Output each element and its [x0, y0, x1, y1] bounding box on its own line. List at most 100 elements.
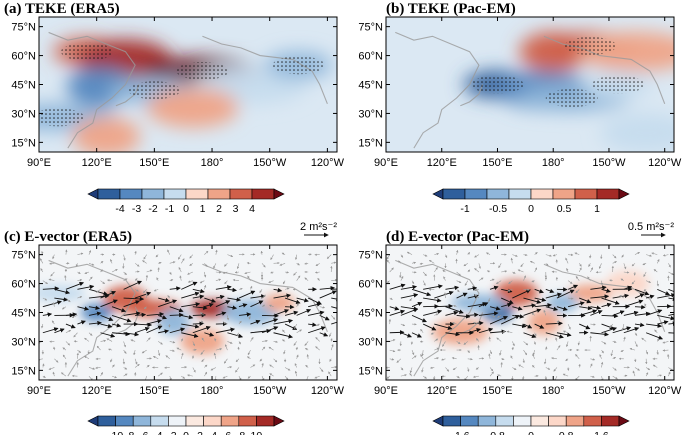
vector-arrow [60, 372, 67, 377]
vector-arrow [96, 345, 101, 351]
colorbar-min-triangle [432, 415, 444, 427]
colorbar-bin [601, 415, 620, 427]
vector-arrow [284, 367, 291, 371]
vector-arrow [467, 269, 471, 273]
colorbar-tick-label: 0.5 [557, 203, 572, 215]
vector-arrow [273, 358, 278, 363]
colorbar-bin [119, 188, 143, 200]
panel-a: (a) TEKE (ERA5) 75°N 60°N 45°N 30°N 15°N 90°E 1… [4, 1, 345, 215]
vector-arrow [133, 350, 136, 356]
vector-arrow [501, 357, 505, 361]
vector-arrow [181, 314, 194, 320]
vector-arrow [261, 326, 279, 334]
colorbar-tick-label: 2 [197, 430, 203, 435]
vector-arrow [634, 251, 640, 255]
vector-arrow [317, 277, 320, 281]
vector-arrow [306, 354, 309, 359]
vector-arrow [520, 263, 524, 268]
vector-arrow [77, 306, 90, 311]
vector-arrow [65, 281, 84, 290]
vector-arrow [565, 341, 569, 348]
vector-arrow [181, 281, 198, 290]
vector-arrow [421, 350, 424, 357]
vector-arrow [434, 313, 439, 316]
stipple-region [471, 75, 524, 94]
colorbar-bin [548, 415, 567, 427]
vector-arrow [181, 375, 186, 379]
stipple-region [61, 42, 114, 61]
colorbar-tick-label: -0.8 [487, 430, 505, 435]
colorbar-bin [251, 188, 275, 200]
vector-arrow [261, 339, 268, 343]
vector-arrow [531, 312, 535, 316]
vector-arrow [587, 276, 591, 281]
vector-arrow [575, 289, 580, 294]
lon-label: 150°W [592, 385, 626, 397]
vector-arrow [518, 364, 524, 368]
vector-arrow [158, 314, 167, 320]
vector-arrow [112, 331, 131, 337]
vector-arrow [319, 332, 329, 337]
vector-arrow [612, 340, 617, 344]
vector-arrow [65, 312, 78, 317]
vector-arrow [522, 358, 525, 364]
vector-arrow [214, 337, 217, 342]
vector-arrow [656, 338, 660, 342]
vector-arrow [215, 311, 227, 316]
vector-arrow [467, 328, 482, 334]
vector-arrow [155, 254, 159, 258]
vector-arrow [100, 290, 117, 299]
colorbar-d: -1.6 -0.8 0 0.8 1.6 [432, 415, 630, 435]
vector-arrow [512, 367, 517, 371]
vector-arrow [445, 367, 450, 372]
vector-arrow [501, 270, 508, 273]
vector-arrow [489, 278, 495, 281]
vector-arrow [54, 328, 65, 334]
lon-label: 150°E [139, 385, 169, 397]
vector-arrow [51, 320, 55, 325]
vector-arrow [100, 372, 103, 377]
vector-arrow [88, 250, 92, 255]
vector-arrow [64, 275, 67, 281]
vector-arrow [545, 346, 548, 351]
vector-arrow [411, 355, 417, 360]
vector-arrow [146, 319, 162, 325]
lat-label: 15°N [11, 137, 36, 149]
vector-arrow [227, 305, 238, 310]
vector-arrow [100, 314, 114, 321]
vector-arrow [222, 271, 228, 274]
vector-arrow [420, 354, 424, 359]
vector-arrow [189, 263, 193, 266]
vector-arrow [389, 306, 400, 311]
vector-arrow [463, 263, 468, 267]
vector-arrow [269, 373, 274, 377]
vector-arrow [646, 294, 655, 299]
vector-arrow [656, 350, 659, 355]
vector-arrow [42, 327, 59, 334]
colorbar-b: -1 -0.5 0 0.5 1 [432, 188, 630, 215]
vector-arrow [634, 304, 646, 310]
vector-arrow [400, 367, 404, 371]
vector-arrow [434, 252, 440, 256]
vector-arrow [545, 263, 549, 266]
vector-arrow [489, 371, 494, 377]
vector-arrow [39, 358, 43, 361]
vector-arrow [307, 297, 322, 305]
vector-arrow [215, 249, 218, 255]
vector-arrow [423, 309, 443, 316]
vector-arrow [420, 328, 424, 333]
vector-arrow [623, 326, 640, 334]
vector-arrow [623, 310, 639, 316]
vector-arrow [507, 289, 513, 292]
vector-arrow [158, 323, 162, 326]
vector-arrow [445, 310, 459, 316]
vector-arrow [478, 357, 485, 360]
vector-arrow [192, 321, 205, 326]
vector-arrow [123, 373, 128, 377]
vector-arrow [227, 332, 244, 339]
vector-arrow [296, 354, 299, 359]
vector-arrow [88, 263, 95, 266]
vector-arrow [48, 367, 55, 370]
vector-arrow [65, 329, 72, 334]
vector-arrow [169, 327, 186, 334]
